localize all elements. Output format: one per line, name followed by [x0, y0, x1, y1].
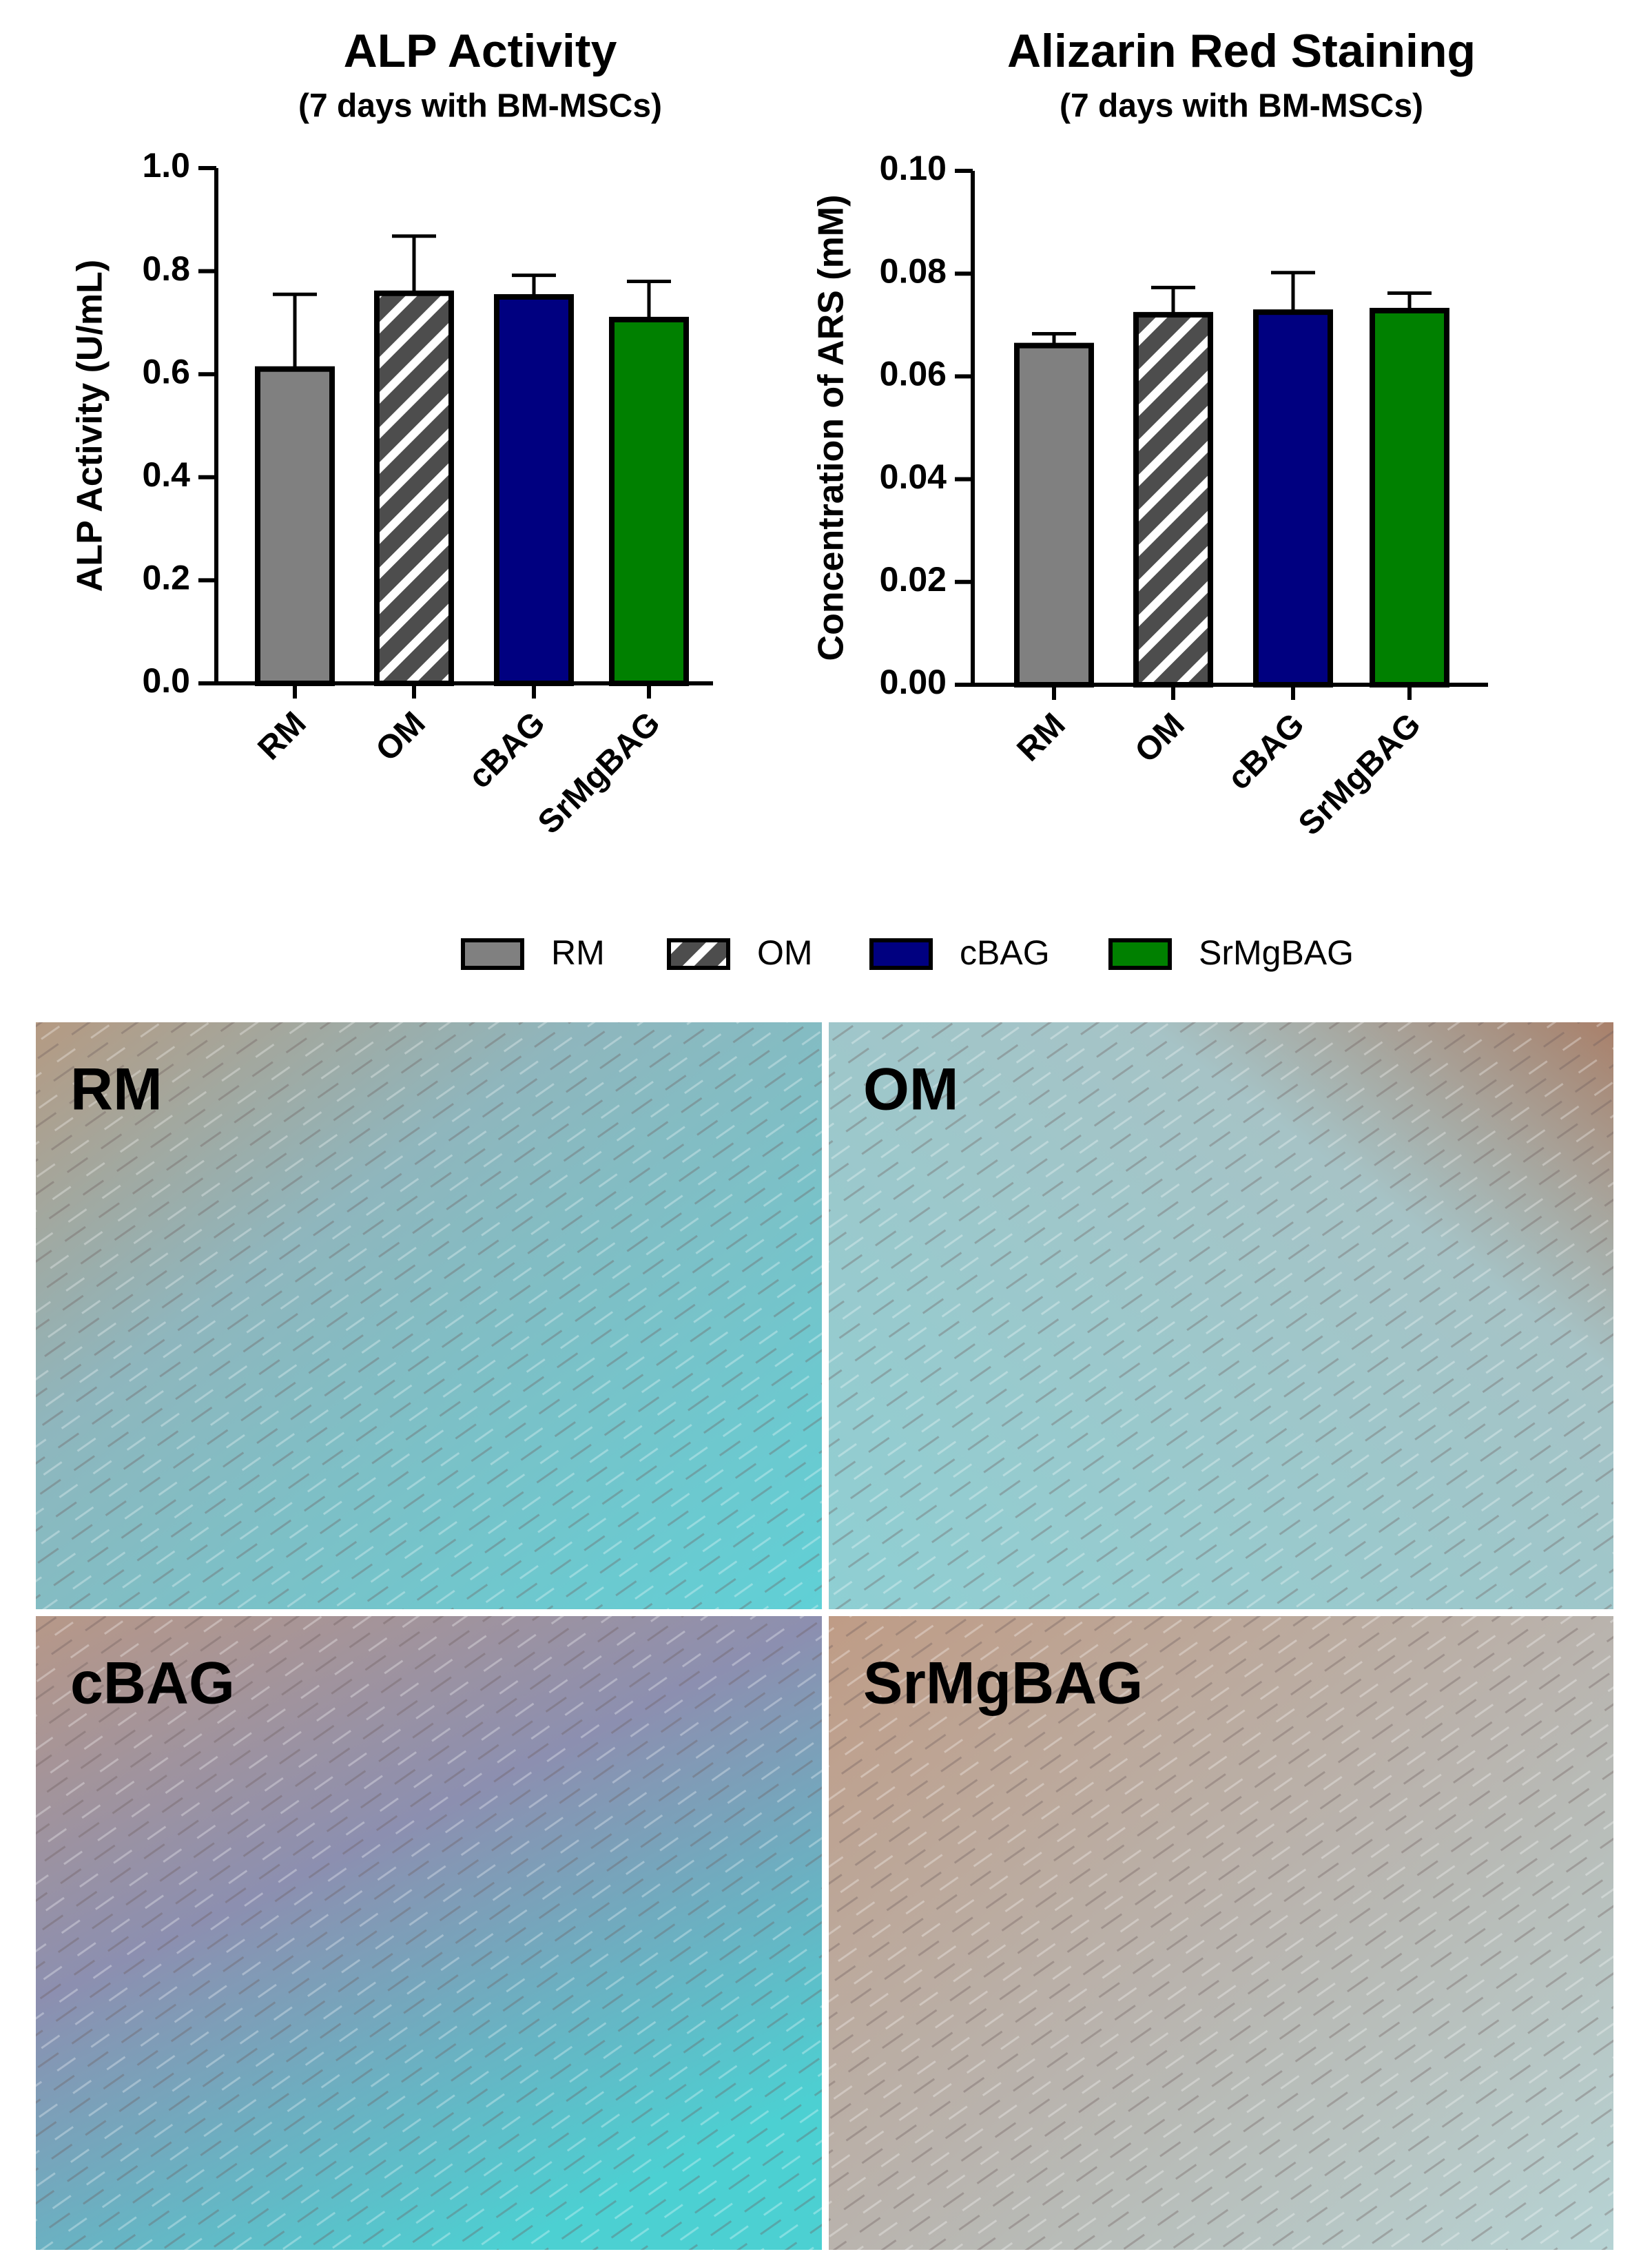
x-tick-label: RM [1010, 706, 1072, 768]
y-axis-label: ALP Activity (U/mL) [70, 260, 110, 592]
x-tick-label: SrMgBAG [531, 705, 668, 841]
legend: RM OM cBAG SrMgBAG [461, 933, 1354, 972]
legend-swatch [869, 938, 933, 970]
micrograph-texture [36, 1022, 822, 1609]
y-tick-label: 0.0 [142, 661, 190, 700]
legend-swatch [667, 938, 730, 970]
legend-swatch [461, 938, 524, 970]
micrograph-texture [829, 1616, 1613, 2250]
chart: ALP Activity (7 days with BM-MSCs) ALP Act… [70, 25, 713, 841]
bar [1014, 342, 1094, 687]
y-tick-label: 0.08 [880, 251, 947, 290]
x-tick-label: cBAG [1221, 706, 1312, 797]
x-tick-label: SrMgBAG [1292, 706, 1428, 842]
chart-title: Alizarin Red Staining [1007, 25, 1476, 77]
x-tick-label: RM [251, 705, 313, 767]
micrograph-texture [829, 1022, 1613, 1609]
bar [1253, 309, 1333, 687]
bar [1370, 307, 1449, 687]
y-tick-label: 0.8 [142, 249, 190, 288]
chart-subtitle: (7 days with BM-MSCs) [298, 88, 662, 125]
image-panels: RM OM cBAG SrMgBAG [36, 1022, 1613, 2250]
y-tick-label: 0.10 [880, 149, 947, 187]
y-tick-label: 0.06 [880, 355, 947, 393]
panel-label: RM [70, 1057, 163, 1123]
chart-subtitle: (7 days with BM-MSCs) [1060, 88, 1423, 125]
panel-label: OM [863, 1057, 959, 1123]
bar [255, 366, 335, 686]
legend-label: OM [757, 933, 813, 972]
y-tick-label: 0.4 [142, 455, 190, 494]
x-tick-label: cBAG [462, 705, 553, 796]
x-tick-label: OM [369, 705, 433, 768]
y-tick-label: 0.04 [880, 457, 947, 496]
chart: Alizarin Red Staining (7 days with BM-MSC… [812, 25, 1488, 842]
legend-label: RM [551, 933, 605, 972]
bar [1133, 311, 1213, 687]
y-tick-label: 0.02 [880, 560, 947, 599]
micrograph-texture [36, 1616, 822, 2250]
panel-label: SrMgBAG [863, 1651, 1143, 1717]
panel-label: cBAG [70, 1651, 235, 1717]
bar [374, 290, 454, 687]
y-tick-label: 0.2 [142, 559, 190, 597]
y-tick-label: 0.6 [142, 352, 190, 391]
y-tick-label: 0.00 [880, 663, 947, 701]
charts: ALP Activity (7 days with BM-MSCs) ALP Act… [70, 25, 1488, 842]
y-axis-label: Concentration of ARS (mM) [812, 195, 851, 661]
chart-title: ALP Activity [344, 25, 617, 77]
legend-label: cBAG [960, 933, 1050, 972]
bar [494, 294, 574, 686]
x-tick-label: OM [1128, 706, 1192, 769]
legend-label: SrMgBAG [1199, 933, 1354, 972]
legend-swatch [1108, 938, 1172, 970]
y-tick-label: 1.0 [142, 146, 190, 185]
bar [609, 316, 689, 686]
